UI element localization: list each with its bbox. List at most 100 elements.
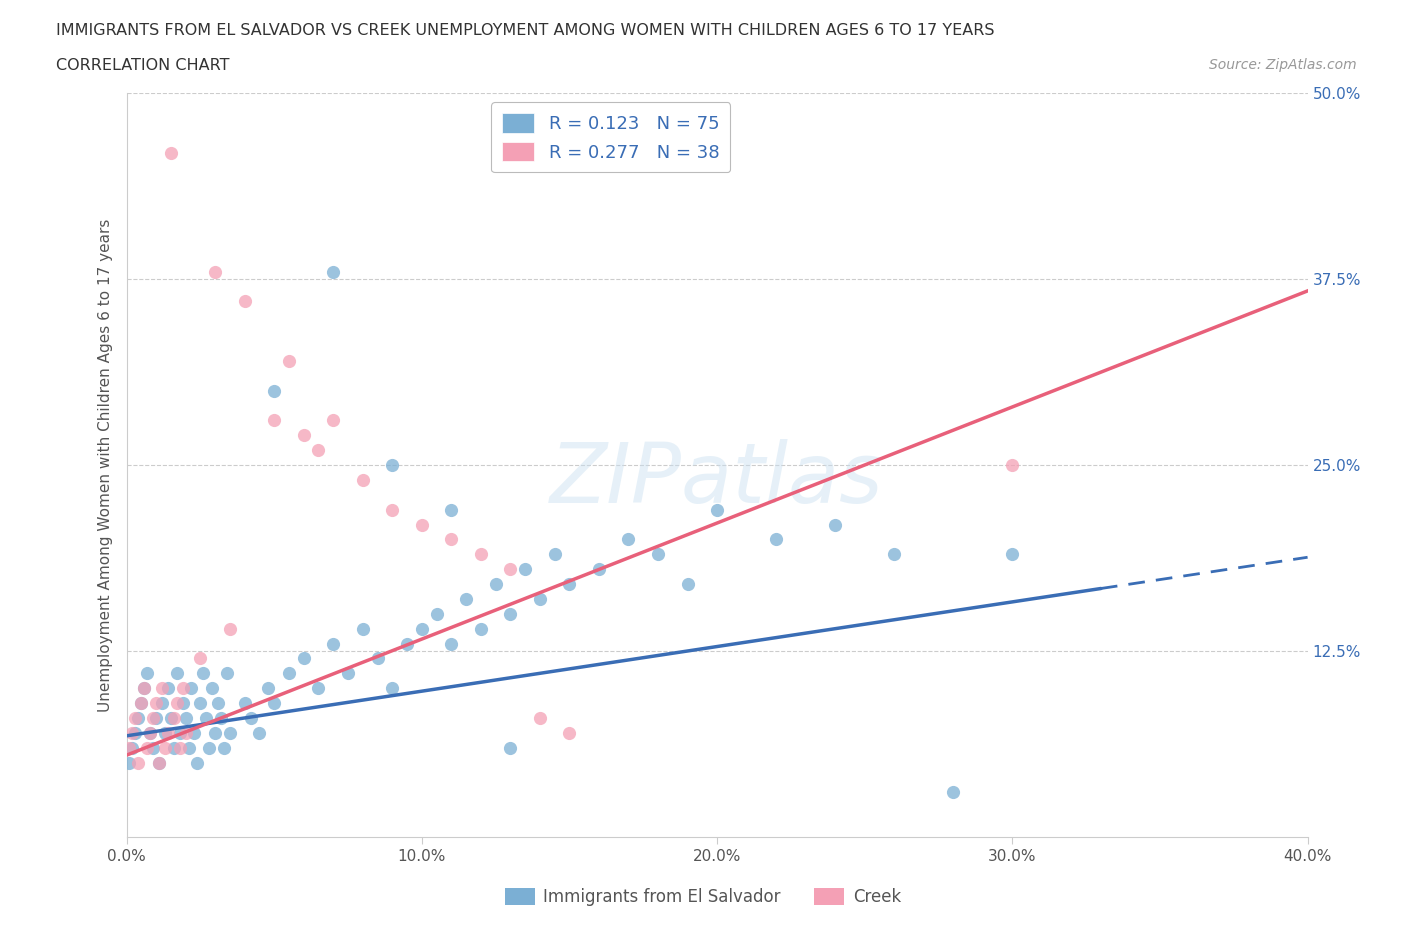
Point [440,502,463,517]
Point [148,755,170,770]
Point [337,666,360,681]
Point [617,532,640,547]
Text: Source: ZipAtlas.com: Source: ZipAtlas.com [1209,58,1357,72]
Point [233,294,256,309]
Point [322,636,344,651]
Point [142,711,165,725]
Point [209,711,232,725]
Point [233,696,256,711]
Point [186,755,208,770]
Point [215,666,238,681]
Point [824,517,846,532]
Point [367,651,389,666]
Point [219,621,242,636]
Point [425,606,447,621]
Point [470,621,492,636]
Point [172,696,194,711]
Point [647,547,669,562]
Point [160,711,183,725]
Point [239,711,262,725]
Point [440,636,463,651]
Point [257,681,280,696]
Point [676,577,699,591]
Point [1001,547,1024,562]
Point [263,383,285,398]
Point [292,651,315,666]
Point [145,711,167,725]
Point [183,725,205,740]
Point [499,740,522,755]
Point [160,145,183,160]
Point [308,443,330,458]
Text: IMMIGRANTS FROM EL SALVADOR VS CREEK UNEMPLOYMENT AMONG WOMEN WITH CHILDREN AGES: IMMIGRANTS FROM EL SALVADOR VS CREEK UNE… [56,23,994,38]
Point [169,740,191,755]
Point [195,711,218,725]
Point [153,725,176,740]
Point [124,725,146,740]
Point [411,621,433,636]
Point [166,696,188,711]
Point [765,532,787,547]
Point [219,725,242,740]
Point [177,740,200,755]
Point [558,725,581,740]
Point [174,725,197,740]
Point [145,696,167,711]
Point [148,755,170,770]
Legend: Immigrants from El Salvador, Creek: Immigrants from El Salvador, Creek [499,881,907,912]
Point [456,591,478,606]
Point [706,502,728,517]
Point [322,413,344,428]
Point [263,696,285,711]
Point [118,755,141,770]
Point [150,681,173,696]
Point [883,547,905,562]
Point [381,681,404,696]
Point [278,353,301,368]
Point [308,681,330,696]
Point [174,711,197,725]
Point [142,740,165,755]
Point [129,696,153,711]
Point [118,740,141,755]
Point [322,264,344,279]
Point [515,562,537,577]
Point [204,264,226,279]
Point [136,666,159,681]
Point [543,547,565,562]
Point [121,725,143,740]
Point [411,517,433,532]
Point [470,547,492,562]
Point [129,696,153,711]
Point [163,711,186,725]
Point [440,532,463,547]
Point [188,651,212,666]
Point [1001,458,1024,472]
Point [180,681,202,696]
Point [352,472,374,487]
Legend: R = 0.123   N = 75, R = 0.277   N = 38: R = 0.123 N = 75, R = 0.277 N = 38 [491,102,730,172]
Point [263,413,285,428]
Point [139,725,162,740]
Point [942,785,965,800]
Point [156,725,179,740]
Text: ZIPatlas: ZIPatlas [550,439,884,521]
Point [529,711,551,725]
Point [134,681,156,696]
Point [188,696,212,711]
Point [139,725,162,740]
Point [499,606,522,621]
Point [198,740,221,755]
Point [172,681,194,696]
Point [127,755,149,770]
Point [588,562,610,577]
Point [127,711,149,725]
Point [499,562,522,577]
Point [153,740,176,755]
Point [121,740,143,755]
Point [193,666,215,681]
Point [381,502,404,517]
Point [204,725,226,740]
Point [124,711,146,725]
Point [558,577,581,591]
